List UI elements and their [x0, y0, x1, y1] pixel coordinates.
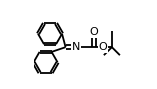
- Text: O: O: [99, 42, 107, 52]
- Text: O: O: [89, 27, 98, 37]
- Text: N: N: [72, 42, 81, 52]
